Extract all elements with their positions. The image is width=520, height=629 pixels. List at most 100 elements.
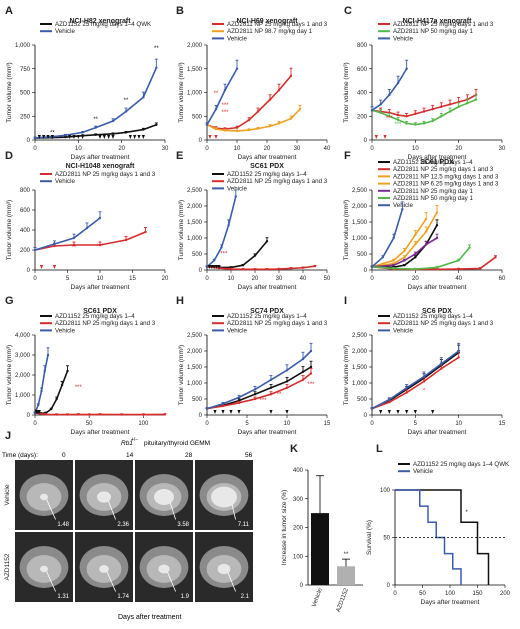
- y-tick-label: 0: [364, 268, 368, 274]
- y-tick-label: 1,500: [352, 365, 368, 371]
- panel-j-time-0: 0: [62, 452, 66, 459]
- category-label: AZD1152: [336, 587, 350, 613]
- chart-title: NCI-H69 xenograft: [236, 18, 298, 25]
- x-tick-label: 10: [97, 276, 104, 282]
- y-tick-label: 300: [293, 497, 304, 503]
- x-tick-label: 20: [455, 146, 462, 152]
- y-tick-label: 500: [192, 114, 203, 120]
- chart-title: NCI-H1048 xenograft: [66, 163, 136, 170]
- legend-entry: AZD2811 NP 50 mg/kg day 1: [393, 195, 473, 202]
- data-point: [414, 267, 417, 271]
- data-point: [220, 246, 223, 249]
- y-tick-label: 3,000: [15, 353, 31, 359]
- significance-label: ***: [307, 382, 315, 388]
- dosing-arrow: [98, 135, 102, 139]
- panel-label-d: D: [5, 150, 13, 162]
- dosing-arrow: [213, 410, 217, 414]
- x-tick-label: 30: [294, 146, 301, 152]
- x-tick-label: 0: [33, 276, 37, 282]
- dosing-arrow: [52, 265, 57, 269]
- significance-label: **: [72, 245, 77, 251]
- panel-label-k: K: [290, 443, 298, 455]
- x-tick-label: 10: [75, 146, 82, 152]
- legend-entry: Vehicle: [227, 185, 248, 192]
- dosing-arrow: [405, 410, 409, 414]
- data-point: [66, 369, 69, 373]
- data-point: [253, 254, 257, 257]
- x-tick-label: 40: [455, 276, 462, 282]
- chart-title: SC61 PDX: [420, 159, 454, 166]
- legend-entry: AZD1152 25 mg/kg days 1–4 QWK: [55, 21, 152, 28]
- data-point: [422, 380, 426, 383]
- data-point: [403, 256, 406, 259]
- y-tick-label: 1,000: [187, 91, 203, 97]
- data-point: [223, 129, 227, 132]
- data-point: [247, 128, 251, 132]
- dosing-arrow: [141, 135, 145, 139]
- dosing-arrow: [396, 410, 400, 414]
- mri-tumor: [211, 486, 237, 508]
- dosing-arrow: [42, 135, 46, 139]
- y-axis-label: Tumor volume (mm³): [343, 345, 350, 405]
- x-tick-label: 10: [234, 146, 241, 152]
- data-point: [448, 110, 452, 113]
- significance-label: ***: [386, 116, 394, 122]
- data-point: [301, 370, 305, 373]
- y-tick-label: 0: [27, 138, 31, 144]
- significance-label: ***: [221, 110, 229, 116]
- dosing-arrow: [212, 265, 216, 269]
- data-point: [253, 388, 257, 391]
- data-point: [247, 118, 251, 122]
- dosing-arrow: [237, 410, 241, 414]
- data-point: [448, 103, 452, 106]
- data-point: [144, 230, 147, 234]
- data-point: [50, 407, 53, 411]
- data-point: [401, 208, 404, 211]
- significance-label: *: [465, 510, 468, 516]
- x-tick-label: 50: [324, 276, 331, 282]
- y-tick-label: 2,000: [187, 204, 203, 210]
- x-tick-label: 0: [205, 421, 209, 427]
- data-point: [253, 397, 257, 401]
- panel-label-h: H: [176, 295, 184, 307]
- x-axis-label: Days after treatment: [421, 599, 480, 606]
- row-label: Vehicle: [4, 484, 11, 505]
- series-line: [34, 370, 69, 415]
- panel-j-model: pituitary/thyroid GEMM: [144, 440, 211, 447]
- dosing-arrow: [285, 410, 289, 414]
- data-point: [241, 268, 245, 271]
- x-tick-label: 10: [228, 276, 235, 282]
- legend-entry: AZD2811 NP 25 mg/kg days 1 and 3: [393, 320, 494, 327]
- dosing-arrow: [37, 410, 41, 414]
- pointer-arrow: [166, 571, 176, 592]
- x-tick-label: 15: [129, 276, 136, 282]
- y-axis-label: Tumor volume (mm³): [343, 200, 350, 260]
- legend-entry: Vehicle: [227, 35, 248, 42]
- data-point: [457, 267, 460, 271]
- y-axis-label: Tumor volume (mm³): [343, 62, 350, 122]
- data-point: [309, 365, 313, 369]
- pointer-arrow: [107, 500, 116, 520]
- y-tick-label: 400: [293, 468, 304, 474]
- data-point: [98, 216, 102, 220]
- panel-j: J Vehicle 1.48 2.36 3.58 7.11 AZD1152 1.31 1.74 1…: [4, 430, 253, 602]
- x-tick-label: 10: [455, 421, 462, 427]
- y-tick-label: 500: [357, 397, 368, 403]
- y-tick-label: 600: [20, 208, 31, 214]
- y-tick-label: 0: [199, 138, 203, 144]
- data-point: [435, 268, 439, 271]
- data-point: [289, 117, 293, 120]
- y-tick-label: 2,500: [187, 333, 203, 339]
- dosing-arrow: [431, 410, 435, 414]
- panel-j-time-56: 56: [245, 452, 253, 459]
- data-point: [66, 413, 69, 416]
- x-tick-label: 30: [276, 276, 283, 282]
- significance-label: ***: [220, 252, 228, 258]
- data-point: [396, 113, 400, 117]
- data-point: [440, 362, 443, 365]
- data-point: [64, 135, 67, 139]
